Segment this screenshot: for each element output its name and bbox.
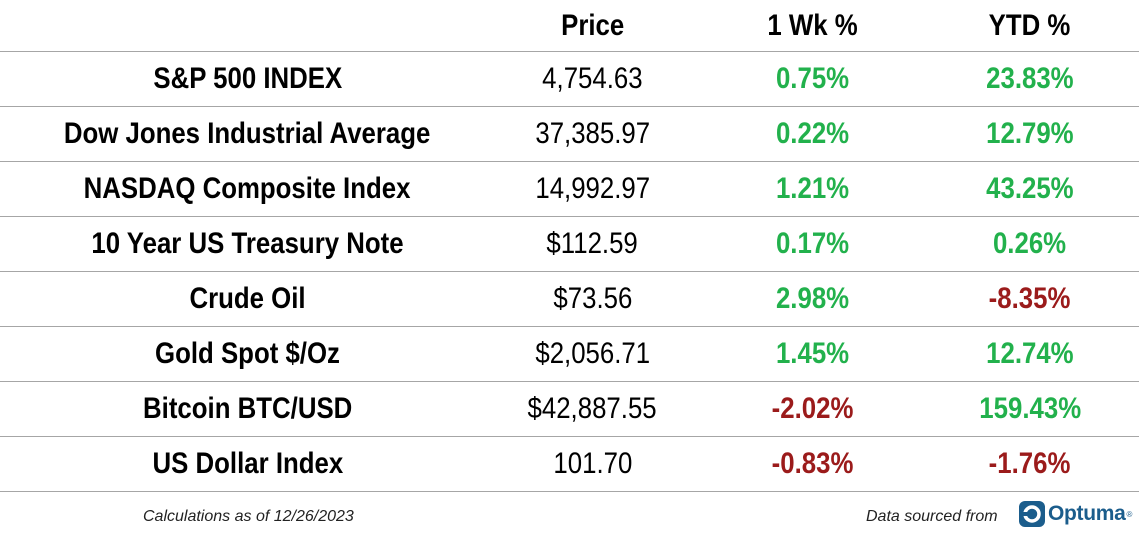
instrument-name: NASDAQ Composite Index (84, 172, 411, 205)
ytd-change: 12.79% (986, 117, 1074, 150)
optuma-logo-icon (1019, 501, 1045, 527)
row-divider (0, 326, 1139, 327)
instrument-name: 10 Year US Treasury Note (91, 227, 404, 260)
column-header-1wk: 1 Wk % (767, 9, 858, 42)
optuma-logo-text: Optuma (1048, 502, 1126, 525)
row-divider (0, 436, 1139, 437)
table-row: Gold Spot $/Oz $2,056.71 1.45% 12.74% (0, 327, 1139, 381)
table-row: Dow Jones Industrial Average 37,385.97 0.2… (0, 107, 1139, 161)
row-divider (0, 51, 1139, 52)
one-week-change: 1.45% (775, 337, 850, 370)
column-header-ytd: YTD % (989, 9, 1071, 42)
table-row: NASDAQ Composite Index 14,992.97 1.21% 43.2… (0, 162, 1139, 216)
price-value: $112.59 (546, 227, 639, 260)
column-header-price: Price (560, 9, 625, 42)
instrument-name: Gold Spot $/Oz (155, 337, 340, 370)
one-week-change: 1.21% (775, 172, 850, 205)
row-divider (0, 106, 1139, 107)
calculation-date-note: Calculations as of 12/26/2023 (143, 508, 354, 525)
price-value: 37,385.97 (535, 117, 650, 150)
table-row: Crude Oil $73.56 2.98% -8.35% (0, 272, 1139, 326)
row-divider (0, 491, 1139, 492)
price-value: 4,754.63 (542, 62, 643, 95)
price-value: $42,887.55 (527, 392, 658, 425)
price-value: $2,056.71 (535, 337, 650, 370)
one-week-change: -0.83% (771, 447, 854, 480)
ytd-change: -8.35% (989, 282, 1071, 315)
one-week-change: 0.17% (775, 227, 850, 260)
row-divider (0, 381, 1139, 382)
one-week-change: -2.02% (771, 392, 854, 425)
instrument-name: US Dollar Index (152, 447, 343, 480)
instrument-name: Dow Jones Industrial Average (64, 117, 431, 150)
ytd-change: 12.74% (986, 337, 1074, 370)
ytd-change: 23.83% (986, 62, 1074, 95)
price-value: 101.70 (553, 447, 632, 480)
table-row: Bitcoin BTC/USD $42,887.55 -2.02% 159.43% (0, 382, 1139, 436)
instrument-name: Crude Oil (189, 282, 306, 315)
one-week-change: 2.98% (775, 282, 850, 315)
row-divider (0, 161, 1139, 162)
data-source-note: Data sourced from (866, 508, 998, 525)
ytd-change: 0.26% (993, 227, 1067, 260)
row-divider (0, 271, 1139, 272)
ytd-change: 159.43% (979, 392, 1081, 425)
table-row: 10 Year US Treasury Note $112.59 0.17% 0.26… (0, 217, 1139, 271)
table-header: Price 1 Wk % YTD % (0, 0, 1139, 52)
registered-mark: ® (1126, 509, 1133, 519)
one-week-change: 0.22% (775, 117, 850, 150)
optuma-logo: Optuma ® (1018, 499, 1132, 529)
ytd-change: 43.25% (986, 172, 1074, 205)
table-row: S&P 500 INDEX 4,754.63 0.75% 23.83% (0, 52, 1139, 106)
one-week-change: 0.75% (775, 62, 850, 95)
row-divider (0, 216, 1139, 217)
instrument-name: S&P 500 INDEX (153, 62, 342, 95)
instrument-name: Bitcoin BTC/USD (142, 392, 353, 425)
price-value: $73.56 (553, 282, 632, 315)
ytd-change: -1.76% (989, 447, 1071, 480)
table-row: US Dollar Index 101.70 -0.83% -1.76% (0, 437, 1139, 491)
price-value: 14,992.97 (535, 172, 650, 205)
